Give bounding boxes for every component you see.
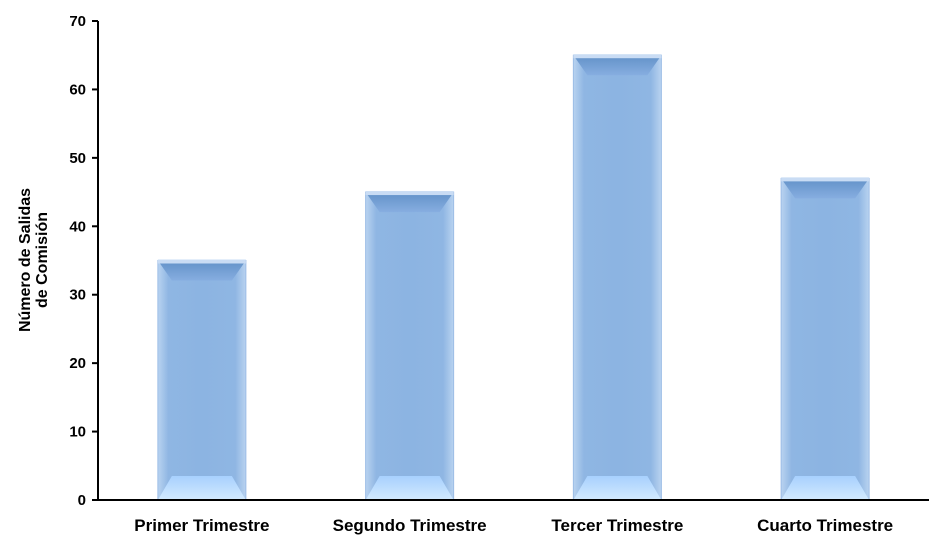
bar [572, 54, 662, 501]
x-category-label: Cuarto Trimestre [757, 516, 893, 535]
bar [780, 177, 870, 501]
bar [157, 259, 247, 501]
x-category-label: Tercer Trimestre [551, 516, 683, 535]
y-axis-title-line-1: Número de Salidas [17, 188, 34, 332]
y-axis-title: Número de Salidas de Comisión [17, 188, 51, 332]
bar-top-edge [157, 259, 246, 264]
bar-bottom-bevel [573, 476, 662, 500]
y-tick-label: 0 [78, 492, 86, 509]
y-tick-label: 30 [69, 287, 86, 304]
y-tick-label: 20 [69, 355, 86, 372]
bar-body [572, 54, 662, 501]
y-tick-label: 50 [69, 150, 86, 167]
x-axis-labels: Primer Trimestre Segundo Trimestre Tercer … [134, 516, 893, 535]
bar-body [780, 177, 870, 501]
bar-top-bevel [781, 178, 870, 199]
y-tick-label: 60 [69, 81, 86, 98]
y-tick-label: 10 [69, 424, 86, 441]
x-category-label: Segundo Trimestre [333, 516, 487, 535]
y-tick-label: 40 [69, 218, 86, 235]
y-axis-title-line-2: de Comisión [34, 212, 51, 308]
bar-bottom-bevel [157, 476, 246, 500]
y-tick-label: 70 [69, 13, 86, 30]
bar-body [157, 260, 247, 501]
bar-top-bevel [157, 260, 246, 281]
bar-top-edge [781, 177, 870, 182]
bar-bottom-bevel [781, 476, 870, 500]
x-category-label: Primer Trimestre [134, 516, 269, 535]
bar-top-bevel [365, 192, 454, 213]
y-axis-ticks: 0 10 20 30 40 50 60 70 [69, 13, 98, 509]
bar [365, 191, 455, 501]
bar-top-bevel [573, 55, 662, 76]
bar-body [365, 191, 455, 501]
bar-bottom-bevel [365, 476, 454, 500]
bars-group [157, 54, 870, 501]
bar-top-edge [365, 191, 454, 196]
bar-top-edge [573, 54, 662, 59]
